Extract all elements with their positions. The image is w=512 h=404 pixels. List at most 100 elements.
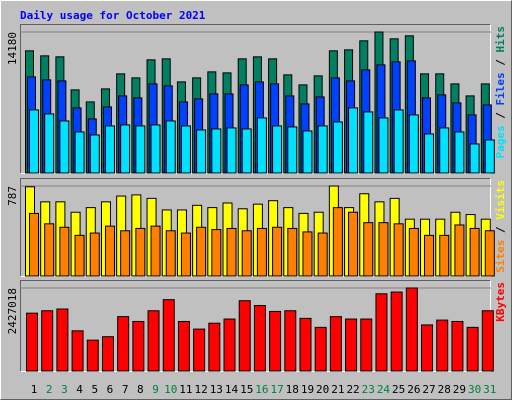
bar bbox=[193, 328, 206, 372]
bar bbox=[484, 230, 495, 277]
bar bbox=[226, 227, 237, 277]
legend-separator: / bbox=[494, 106, 507, 126]
bar bbox=[439, 234, 450, 277]
bar bbox=[56, 308, 69, 372]
bar bbox=[120, 124, 131, 174]
bar bbox=[469, 227, 480, 277]
bar bbox=[302, 130, 313, 174]
bar bbox=[287, 126, 298, 174]
bar bbox=[44, 113, 55, 174]
bar bbox=[424, 133, 435, 174]
bar bbox=[348, 211, 359, 277]
bar bbox=[436, 319, 449, 372]
bar bbox=[469, 143, 480, 174]
bar bbox=[269, 310, 282, 372]
bar bbox=[421, 324, 434, 372]
x-tick-label: 21 bbox=[331, 383, 344, 396]
bar bbox=[287, 227, 298, 277]
bar bbox=[89, 232, 100, 277]
bar bbox=[454, 224, 465, 277]
bar bbox=[302, 231, 313, 277]
bar bbox=[26, 312, 38, 372]
bar bbox=[439, 127, 450, 174]
bar bbox=[117, 316, 130, 372]
legend-entry: Sites bbox=[494, 240, 507, 273]
bar bbox=[241, 128, 252, 174]
x-tick-label: 24 bbox=[377, 383, 391, 396]
bar bbox=[226, 127, 237, 174]
panel-border bbox=[20, 280, 491, 372]
bar bbox=[390, 291, 403, 372]
bar bbox=[211, 128, 222, 174]
bar bbox=[253, 305, 266, 372]
bar bbox=[104, 225, 115, 277]
legend-entry: Visits bbox=[494, 180, 507, 220]
bar bbox=[378, 117, 389, 174]
x-tick-label: 10 bbox=[164, 383, 177, 396]
bar bbox=[196, 226, 207, 277]
bar bbox=[454, 131, 465, 174]
bar bbox=[256, 117, 267, 174]
bar bbox=[363, 111, 374, 174]
bar bbox=[162, 299, 175, 372]
x-tick-label: 3 bbox=[61, 383, 68, 396]
bar bbox=[299, 317, 312, 372]
x-tick-label: 7 bbox=[122, 383, 129, 396]
bar bbox=[59, 120, 70, 174]
x-tick-label: 13 bbox=[210, 383, 223, 396]
x-tick-label: 31 bbox=[483, 383, 496, 396]
bar bbox=[451, 320, 464, 372]
x-tick-label: 18 bbox=[286, 383, 299, 396]
legend-entry: Hits bbox=[494, 26, 507, 53]
bar bbox=[332, 207, 343, 277]
bar bbox=[223, 318, 236, 372]
bar bbox=[345, 318, 358, 372]
bar bbox=[360, 318, 373, 372]
bar bbox=[481, 310, 494, 372]
x-tick-label: 25 bbox=[392, 383, 405, 396]
bar bbox=[329, 316, 342, 372]
bar bbox=[241, 230, 252, 277]
x-tick-label: 9 bbox=[152, 383, 159, 396]
y-tick-label: 2427018 bbox=[6, 288, 19, 334]
bar bbox=[180, 125, 191, 174]
bar bbox=[317, 125, 328, 174]
bar bbox=[393, 109, 404, 174]
bar bbox=[177, 320, 190, 372]
bar bbox=[74, 234, 85, 277]
legend: KBytes bbox=[494, 282, 507, 322]
bar bbox=[348, 107, 359, 174]
x-tick-label: 11 bbox=[179, 383, 192, 396]
bar bbox=[196, 129, 207, 174]
bar bbox=[89, 134, 100, 174]
x-tick-label: 8 bbox=[137, 383, 144, 396]
bar bbox=[284, 310, 297, 372]
bar bbox=[29, 109, 39, 174]
bar bbox=[484, 139, 495, 174]
y-tick-label: 14180 bbox=[6, 32, 19, 65]
bar bbox=[424, 234, 435, 277]
bar bbox=[211, 229, 222, 277]
legend: Sites / Visits bbox=[494, 180, 507, 273]
bar bbox=[393, 223, 404, 277]
bar bbox=[332, 121, 343, 174]
bar bbox=[363, 222, 374, 277]
x-tick-label: 2 bbox=[46, 383, 53, 396]
x-tick-label: 4 bbox=[76, 383, 83, 396]
bar bbox=[165, 230, 176, 277]
legend-entry: KBytes bbox=[494, 282, 507, 322]
bar bbox=[86, 339, 99, 372]
x-tick-label: 16 bbox=[255, 383, 268, 396]
y-tick-label: 787 bbox=[6, 186, 19, 206]
bar bbox=[147, 310, 160, 372]
bar bbox=[378, 222, 389, 277]
x-tick-label: 19 bbox=[301, 383, 314, 396]
bar bbox=[74, 131, 85, 174]
bar bbox=[256, 227, 267, 277]
x-tick-label: 30 bbox=[468, 383, 481, 396]
bar bbox=[180, 232, 191, 277]
x-tick-label: 22 bbox=[346, 383, 359, 396]
panel-border bbox=[20, 178, 491, 277]
bar bbox=[405, 287, 418, 372]
